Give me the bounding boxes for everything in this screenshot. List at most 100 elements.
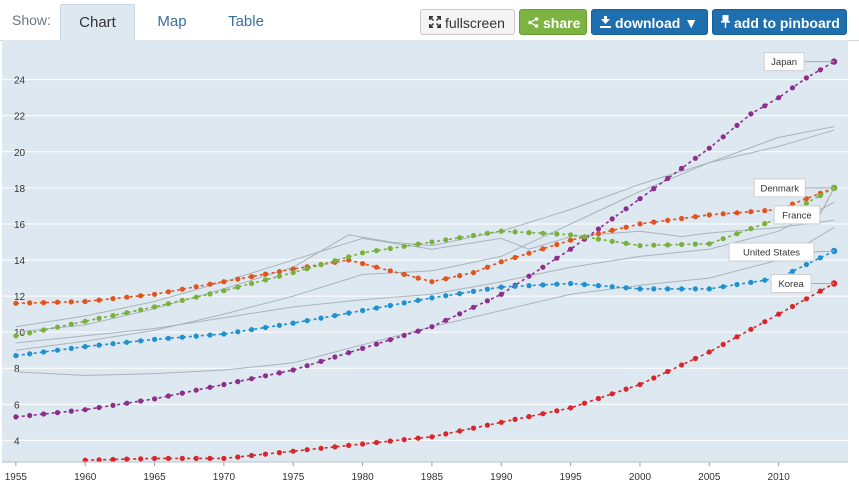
denmark-data-point — [96, 297, 102, 303]
korea-data-point — [96, 457, 102, 463]
united-states-data-point — [651, 286, 657, 292]
japan-data-point — [27, 412, 33, 419]
denmark-data-point — [568, 237, 574, 243]
denmark-data-point — [762, 208, 768, 214]
france-data-point — [82, 318, 88, 324]
korea-data-point — [470, 425, 477, 431]
denmark-data-point — [221, 279, 227, 285]
japan-data-point — [235, 379, 241, 385]
japan-data-point — [262, 373, 269, 379]
tab-table[interactable]: Table — [228, 13, 264, 30]
japan-data-point — [554, 255, 560, 261]
denmark-data-point — [193, 284, 199, 290]
japan-data-point — [734, 122, 740, 128]
denmark-data-point — [623, 224, 629, 230]
denmark-data-point — [138, 293, 144, 299]
united-states-data-point — [637, 286, 643, 292]
france-data-point — [651, 242, 657, 248]
japan-data-point — [193, 387, 199, 393]
united-states-data-point — [110, 341, 116, 347]
united-states-data-point — [221, 331, 227, 337]
denmark-data-point — [443, 276, 449, 282]
y-tick-label: 8 — [14, 364, 20, 375]
share-button[interactable]: share — [519, 9, 587, 35]
japan-data-point — [152, 396, 158, 402]
korea-data-point — [401, 437, 407, 443]
united-states-data-point — [276, 322, 282, 328]
france-data-point — [249, 280, 255, 287]
united-states-data-point — [554, 281, 560, 287]
japan-data-point — [304, 363, 310, 369]
united-states-label-leader — [813, 250, 835, 253]
denmark-data-point — [360, 261, 366, 267]
denmark-data-point — [457, 273, 463, 279]
japan-data-point — [817, 67, 823, 73]
add-to-pinboard-button[interactable]: add to pinboard — [712, 9, 847, 35]
france-data-point — [748, 226, 754, 232]
united-states-data-point — [27, 351, 33, 357]
france-data-point — [581, 234, 588, 240]
korea-data-point — [665, 368, 671, 375]
france-data-point — [54, 324, 61, 330]
united-states-data-point — [762, 277, 768, 283]
denmark-data-point — [235, 276, 241, 282]
y-tick-label: 12 — [14, 292, 26, 303]
france-data-point — [498, 228, 504, 234]
japan-data-point — [470, 304, 477, 310]
united-states-data-point — [803, 261, 810, 268]
tab-chart[interactable]: Chart — [60, 4, 135, 41]
y-tick-label: 10 — [14, 328, 26, 339]
denmark-data-point — [512, 254, 518, 261]
france-data-point — [193, 294, 199, 300]
denmark-data-point — [13, 300, 19, 306]
japan-data-point — [179, 390, 185, 396]
pinboard-label: add to pinboard — [734, 15, 840, 31]
x-tick-label: 1955 — [5, 472, 28, 483]
japan-data-point — [651, 186, 657, 192]
x-tick-label: 2010 — [768, 472, 791, 483]
united-states-data-point — [13, 353, 19, 359]
france-data-point — [540, 230, 546, 236]
japan-data-point — [803, 75, 810, 81]
fullscreen-button[interactable]: fullscreen — [420, 9, 515, 35]
france-data-point — [346, 254, 352, 260]
denmark-data-point — [179, 286, 185, 292]
korea-data-point — [512, 416, 518, 422]
denmark-data-point — [27, 300, 33, 306]
share-label: share — [543, 15, 581, 31]
denmark-data-point — [803, 196, 810, 202]
france-data-point — [457, 235, 463, 241]
korea-data-point — [554, 408, 560, 414]
korea-data-point — [789, 303, 796, 310]
x-tick-label: 2005 — [698, 472, 721, 483]
united-states-data-point — [443, 293, 449, 299]
japan-data-point — [748, 111, 754, 117]
france-data-point — [41, 327, 47, 333]
denmark-data-point — [207, 281, 213, 287]
korea-data-point — [207, 455, 213, 461]
korea-data-point — [679, 362, 685, 368]
korea-data-point — [415, 435, 421, 441]
france-data-point — [512, 229, 518, 235]
france-data-point — [138, 307, 144, 313]
france-label-leader — [819, 187, 835, 216]
japan-data-point — [387, 337, 393, 343]
denmark-data-point — [540, 246, 546, 252]
japan-data-point — [692, 155, 699, 161]
y-tick-label: 6 — [14, 400, 20, 411]
x-tick-label: 1985 — [421, 472, 444, 483]
korea-data-point — [387, 438, 393, 444]
korea-data-point — [152, 455, 158, 461]
denmark-data-point — [498, 259, 504, 265]
korea-data-point — [276, 450, 282, 456]
tab-map[interactable]: Map — [157, 13, 187, 30]
united-states-data-point — [748, 279, 754, 285]
korea-data-point — [762, 319, 768, 325]
japan-data-point — [54, 410, 61, 416]
y-tick-label: 24 — [14, 76, 26, 87]
korea-data-point — [249, 452, 255, 459]
denmark-data-point — [609, 227, 615, 233]
denmark-label-box — [753, 178, 806, 198]
denmark-data-point — [54, 299, 61, 305]
download-button[interactable]: download ▼ — [591, 9, 708, 35]
